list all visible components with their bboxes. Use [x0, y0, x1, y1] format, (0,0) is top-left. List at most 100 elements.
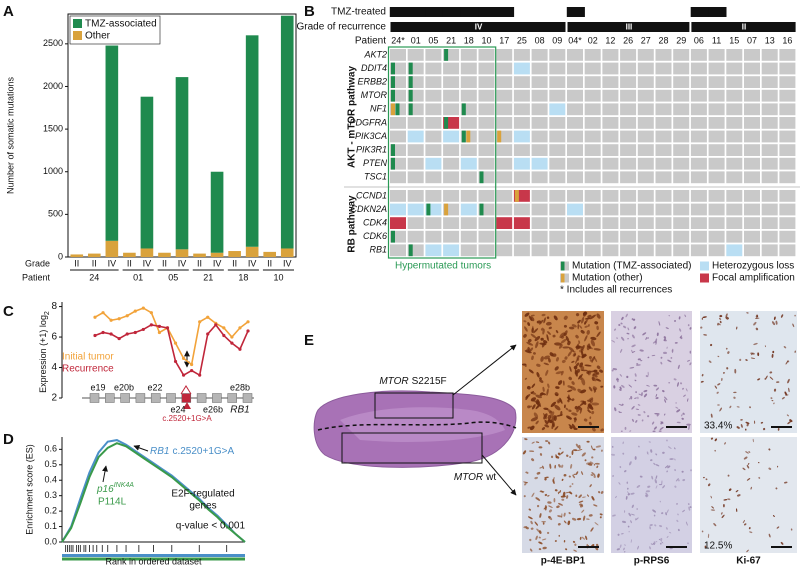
tissue-texture	[757, 352, 760, 357]
tissue-texture	[666, 439, 668, 442]
point	[109, 318, 113, 322]
tissue-texture	[565, 407, 569, 411]
tissue-texture	[624, 426, 627, 430]
cell	[744, 244, 760, 257]
tissue-texture	[651, 421, 655, 425]
grade-label: II	[197, 258, 202, 268]
tissue-texture	[542, 546, 547, 550]
variant: P114L	[98, 497, 127, 508]
cell	[779, 203, 796, 216]
cell	[567, 89, 583, 102]
tissue-texture	[734, 368, 737, 374]
cell	[460, 144, 477, 156]
tissue-texture	[561, 498, 565, 501]
tissue-texture	[548, 357, 551, 363]
tissue-texture	[794, 314, 796, 317]
y-tick-label: 1000	[43, 166, 63, 176]
cell	[655, 244, 672, 257]
gene-label: ERBB2	[357, 76, 387, 86]
tissue-texture	[565, 548, 568, 551]
point	[230, 341, 234, 345]
tissue-texture	[653, 542, 655, 545]
tissue-texture	[596, 365, 601, 370]
gene-label: PIK3CA	[355, 131, 387, 141]
tissue-texture	[727, 474, 730, 477]
tissue-texture	[539, 453, 543, 456]
legend-swatch	[561, 261, 565, 271]
tissue-texture	[653, 426, 657, 430]
cell	[655, 89, 672, 102]
tissue-texture	[563, 380, 565, 386]
tissue-texture	[622, 441, 624, 445]
tissue-texture	[746, 312, 749, 314]
gene-label: CDK6	[363, 231, 387, 241]
tissue-texture	[526, 341, 534, 346]
tissue-texture	[584, 317, 591, 320]
tissue-texture	[589, 359, 594, 363]
cell	[690, 217, 707, 229]
cell	[549, 130, 566, 143]
legend-box	[69, 15, 161, 45]
tissue-texture	[646, 451, 649, 454]
tissue-texture	[736, 508, 738, 512]
tissue-texture	[717, 355, 720, 358]
tissue-texture	[749, 406, 751, 409]
x-axis-label: Rank in ordered dataset	[105, 556, 202, 566]
tissue-texture	[656, 332, 659, 337]
patient-id: 29	[676, 35, 686, 45]
tissue-texture	[561, 464, 564, 468]
mutation-mark	[391, 157, 395, 170]
tissue-texture	[560, 451, 564, 455]
tissue-texture	[575, 334, 579, 339]
tissue-texture	[688, 425, 690, 430]
tissue-texture	[535, 497, 540, 501]
cell	[425, 89, 442, 102]
tissue-texture	[554, 393, 559, 397]
tissue-texture	[546, 388, 549, 396]
grade-value: II	[742, 23, 746, 32]
highlight-box	[387, 46, 497, 259]
tissue-texture	[540, 327, 544, 331]
legend-label: Heterozygous loss	[712, 261, 794, 272]
tissue-texture	[554, 464, 556, 469]
tissue-texture	[673, 378, 677, 381]
tissue-texture	[582, 311, 587, 317]
grade-bar	[390, 22, 566, 32]
point	[198, 373, 202, 377]
pathway-label: RB pathway	[347, 195, 358, 253]
tissue-texture	[563, 474, 567, 477]
tissue-texture	[524, 482, 527, 486]
panel-letter: C	[3, 303, 14, 320]
cell	[390, 244, 406, 257]
tissue-texture	[523, 481, 529, 484]
patient-label: 01	[133, 272, 143, 282]
tissue-texture	[579, 325, 583, 329]
tissue-texture	[750, 357, 756, 359]
tissue-texture	[745, 421, 750, 425]
tissue-texture	[599, 513, 603, 516]
tissue-texture	[723, 499, 728, 501]
cell	[531, 244, 548, 257]
panel-letter: A	[3, 3, 14, 20]
gene-label: DDIT4	[361, 63, 387, 73]
mutation-mark	[391, 103, 395, 116]
cell	[584, 49, 601, 61]
cell	[513, 76, 530, 88]
tissue-texture	[524, 350, 532, 354]
cell	[655, 62, 672, 75]
patient-id: 02	[588, 35, 598, 45]
tissue-texture	[720, 512, 723, 515]
gene-label: PDGFRA	[349, 117, 387, 127]
tissue-texture	[651, 354, 656, 357]
tissue-texture	[623, 470, 627, 473]
exon	[196, 393, 207, 403]
tissue-texture	[600, 385, 604, 388]
point	[101, 330, 105, 335]
patient-id: 16	[782, 35, 792, 45]
tissue-texture	[591, 375, 595, 381]
patient-id: 26	[623, 35, 633, 45]
tissue-texture	[739, 358, 742, 362]
cell	[460, 203, 477, 216]
tissue-texture	[571, 412, 578, 416]
tissue-texture	[588, 323, 590, 327]
